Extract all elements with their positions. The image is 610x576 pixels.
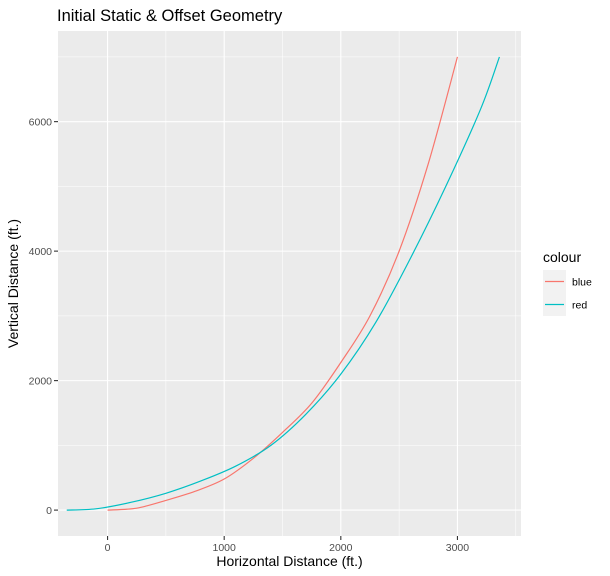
y-tick-label: 6000: [29, 116, 53, 128]
legend-label-blue: blue: [572, 276, 592, 288]
y-tick-label: 0: [46, 505, 52, 517]
y-tick-label: 2000: [29, 375, 53, 387]
legend: colour blue red: [543, 249, 592, 316]
x-tick-label: 3000: [446, 542, 470, 554]
x-axis-label: Horizontal Distance (ft.): [216, 553, 362, 569]
series-line-blue: [107, 56, 459, 511]
y-tick-label: 4000: [29, 246, 53, 258]
x-tick-label: 2000: [329, 542, 353, 554]
series-layer: [66, 56, 500, 511]
legend-label-red: red: [572, 299, 587, 311]
legend-title: colour: [543, 249, 581, 265]
y-axis-label: Vertical Distance (ft.): [5, 219, 21, 348]
x-tick-label: 1000: [213, 542, 237, 554]
series-line-red: [66, 56, 500, 511]
x-axis: 0 1000 2000 3000: [105, 536, 470, 554]
x-tick-label: 0: [105, 542, 111, 554]
plot-panel: [58, 31, 521, 536]
minor-grid: [58, 31, 521, 536]
major-grid: [58, 31, 521, 536]
chart-title: Initial Static & Offset Geometry: [57, 7, 283, 25]
y-axis: 0 2000 4000 6000: [29, 116, 58, 517]
